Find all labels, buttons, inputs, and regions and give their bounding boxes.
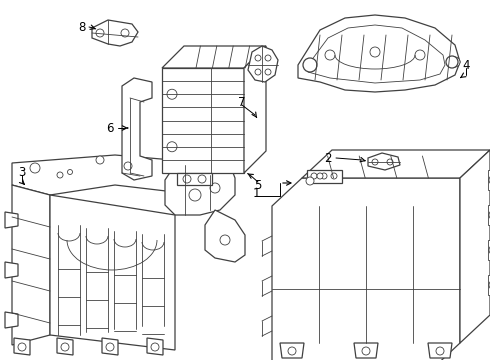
Circle shape [265,55,271,61]
Polygon shape [165,165,235,215]
Circle shape [220,235,230,245]
Polygon shape [162,68,244,173]
Circle shape [255,55,261,61]
Circle shape [198,175,206,183]
Circle shape [121,29,129,37]
Polygon shape [57,338,73,355]
Circle shape [96,156,104,164]
Polygon shape [248,46,278,82]
Polygon shape [428,343,452,358]
Polygon shape [308,25,445,83]
Circle shape [183,175,191,183]
Polygon shape [488,205,490,225]
Circle shape [362,347,370,355]
Polygon shape [488,170,490,190]
Circle shape [68,170,73,175]
Circle shape [325,50,335,60]
Polygon shape [488,275,490,295]
Circle shape [450,57,460,67]
Polygon shape [205,210,245,262]
Circle shape [321,173,327,179]
Polygon shape [307,170,342,183]
Circle shape [57,172,63,178]
Circle shape [306,177,314,185]
Polygon shape [147,338,163,355]
Circle shape [489,245,490,255]
Polygon shape [92,20,138,46]
Circle shape [210,183,220,193]
Text: 8: 8 [78,21,86,33]
Circle shape [96,29,104,37]
Text: 2: 2 [324,152,332,165]
Text: 5: 5 [254,179,262,192]
Circle shape [18,343,26,351]
Circle shape [303,58,317,72]
Polygon shape [488,240,490,260]
Polygon shape [122,78,152,180]
Polygon shape [162,46,266,68]
Circle shape [167,142,177,152]
Polygon shape [50,195,175,350]
Circle shape [436,347,444,355]
Text: 4: 4 [462,59,470,72]
Circle shape [372,159,378,165]
Polygon shape [12,155,230,195]
Text: 7: 7 [238,95,246,108]
Circle shape [288,347,296,355]
Polygon shape [14,338,30,355]
Polygon shape [177,173,212,185]
Circle shape [151,343,159,351]
Circle shape [415,50,425,60]
Circle shape [489,280,490,290]
Text: 6: 6 [106,122,114,135]
Circle shape [265,69,271,75]
Polygon shape [280,343,304,358]
Text: 1: 1 [252,186,260,199]
Circle shape [370,47,380,57]
Polygon shape [298,15,460,92]
Polygon shape [302,150,490,178]
Polygon shape [272,178,460,360]
Circle shape [387,159,393,165]
Polygon shape [354,343,378,358]
Polygon shape [5,312,18,328]
Circle shape [189,189,201,201]
Circle shape [30,163,40,173]
Polygon shape [5,262,18,278]
Polygon shape [368,153,400,170]
Circle shape [61,343,69,351]
Circle shape [489,175,490,185]
Circle shape [167,89,177,99]
Text: 3: 3 [18,166,25,179]
Polygon shape [5,212,18,228]
Polygon shape [244,46,266,173]
Circle shape [317,173,323,179]
Polygon shape [12,185,50,345]
Circle shape [255,69,261,75]
Polygon shape [102,338,118,355]
Polygon shape [460,150,490,343]
Circle shape [124,162,132,170]
Circle shape [311,173,317,179]
Circle shape [446,56,458,68]
Circle shape [106,343,114,351]
Circle shape [489,210,490,220]
Circle shape [331,173,337,179]
